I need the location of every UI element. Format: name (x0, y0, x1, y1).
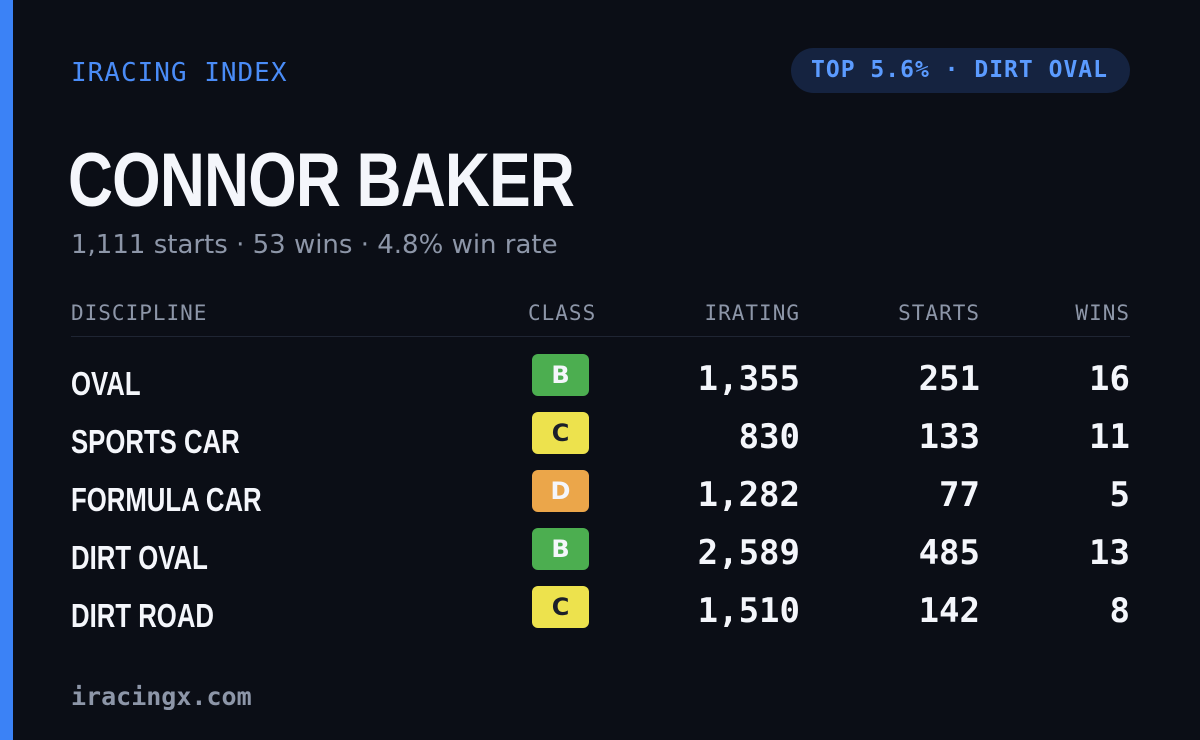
brand-label: IRACING INDEX (71, 58, 288, 88)
table-row: FORMULA CAR D 1,282 77 5 (71, 466, 1130, 524)
table-header: DISCIPLINE CLASS IRATING STARTS WINS (71, 298, 1130, 337)
discipline-name: DIRT OVAL (71, 539, 208, 576)
table-row: SPORTS CAR C 830 133 11 (71, 408, 1130, 466)
column-header-discipline: DISCIPLINE (71, 301, 208, 325)
class-badge: C (532, 586, 589, 628)
discipline-name: SPORTS CAR (71, 423, 240, 460)
table-row: OVAL B 1,355 251 16 (71, 350, 1130, 408)
table-body: OVAL B 1,355 251 16 SPORTS CAR C 830 133… (71, 350, 1130, 640)
irating-value: 2,589 (697, 533, 800, 573)
irating-value: 830 (738, 417, 800, 457)
class-badge: D (532, 470, 589, 512)
table-row: DIRT OVAL B 2,589 485 13 (71, 524, 1130, 582)
column-header-wins: WINS (1075, 301, 1130, 325)
table-row: DIRT ROAD C 1,510 142 8 (71, 582, 1130, 640)
irating-value: 1,510 (697, 591, 800, 631)
wins-value: 11 (1089, 417, 1130, 457)
column-header-irating: IRATING (704, 301, 800, 325)
wins-value: 13 (1089, 533, 1130, 573)
starts-value: 485 (918, 533, 980, 573)
driver-name: CONNOR BAKER (68, 138, 575, 223)
column-header-starts: STARTS (898, 301, 980, 325)
irating-value: 1,282 (697, 475, 800, 515)
discipline-name: FORMULA CAR (71, 481, 262, 518)
starts-value: 77 (939, 475, 980, 515)
class-badge: B (532, 354, 589, 396)
irating-value: 1,355 (697, 359, 800, 399)
wins-value: 16 (1089, 359, 1130, 399)
starts-value: 251 (918, 359, 980, 399)
starts-value: 142 (918, 591, 980, 631)
accent-bar (0, 0, 13, 740)
rank-badge: TOP 5.6% · DIRT OVAL (791, 48, 1130, 93)
discipline-name: DIRT ROAD (71, 597, 214, 634)
discipline-name: OVAL (71, 365, 141, 402)
column-header-class: CLASS (528, 301, 597, 325)
wins-value: 5 (1109, 475, 1130, 515)
wins-value: 8 (1109, 591, 1130, 631)
driver-summary: 1,111 starts · 53 wins · 4.8% win rate (71, 230, 558, 260)
class-badge: B (532, 528, 589, 570)
site-link[interactable]: iracingx.com (71, 682, 252, 711)
class-badge: C (532, 412, 589, 454)
starts-value: 133 (918, 417, 980, 457)
